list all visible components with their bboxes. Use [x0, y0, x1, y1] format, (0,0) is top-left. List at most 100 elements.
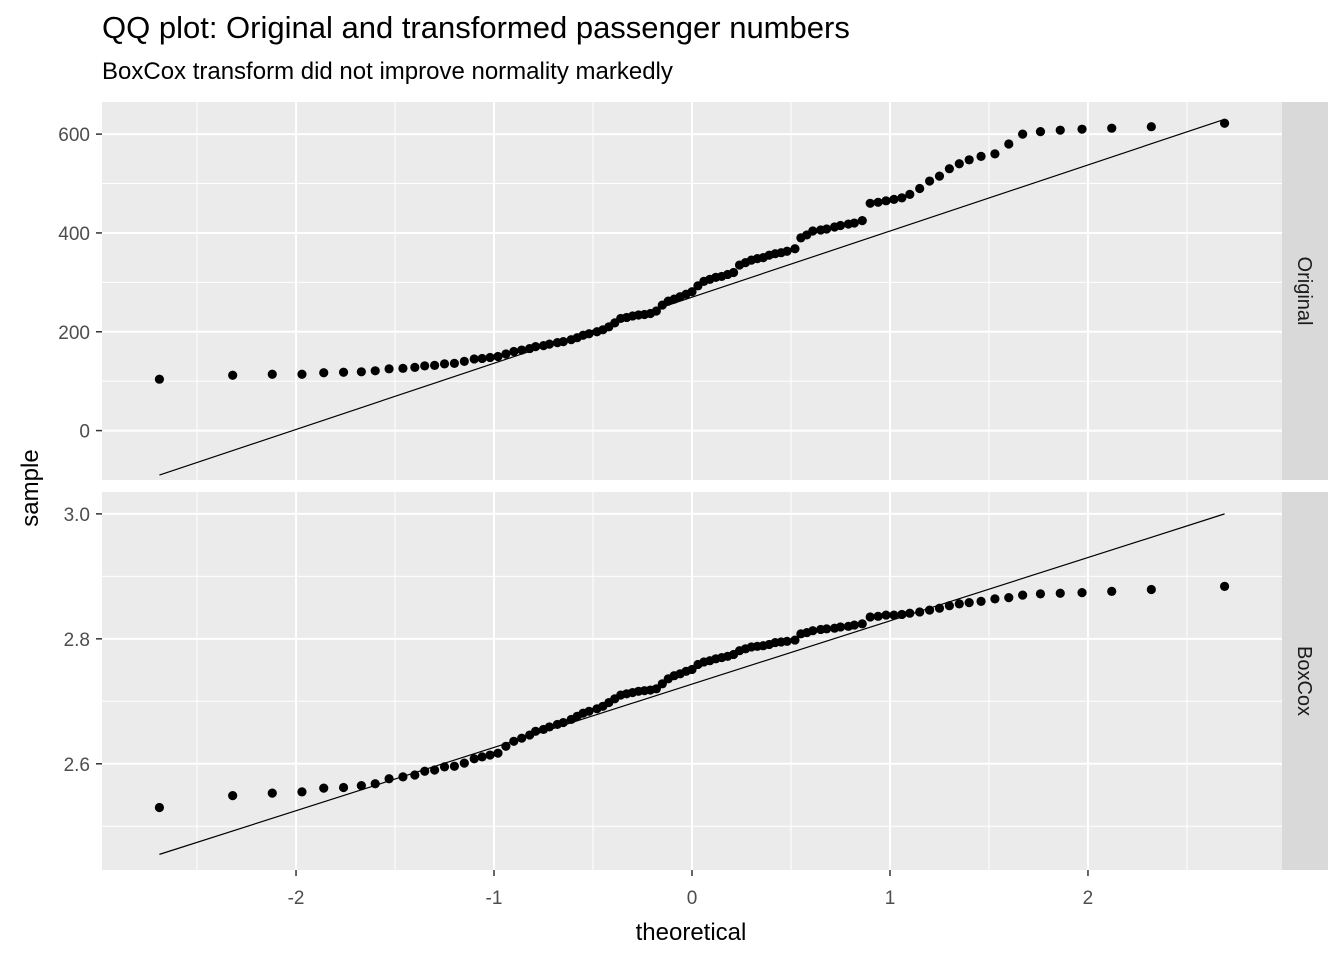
x-tick-label: 1: [885, 888, 896, 909]
data-point: [954, 599, 964, 609]
data-point: [687, 287, 697, 297]
data-point: [849, 218, 859, 228]
facet-strip: [1282, 102, 1328, 480]
data-point: [558, 717, 568, 728]
data-point: [865, 612, 875, 622]
data-point: [439, 762, 450, 772]
data-point: [1035, 589, 1046, 599]
data-point: [338, 782, 349, 793]
data-point: [384, 364, 394, 374]
data-point: [897, 193, 907, 203]
data-point: [485, 750, 495, 760]
facet-strip-label: Original: [1293, 257, 1315, 326]
data-point: [501, 741, 511, 751]
data-point: [1219, 581, 1230, 591]
data-point: [1004, 592, 1014, 603]
data-point: [782, 246, 792, 256]
data-point: [924, 176, 935, 186]
data-point: [509, 736, 519, 746]
data-point: [905, 189, 915, 199]
data-point: [835, 622, 846, 632]
data-point: [1055, 588, 1065, 598]
y-tick-label: 2.8: [64, 630, 90, 651]
data-point: [822, 224, 832, 234]
data-point: [1035, 127, 1046, 137]
data-point: [154, 802, 165, 813]
data-point: [469, 354, 479, 364]
data-point: [477, 353, 487, 364]
data-point: [1077, 587, 1087, 598]
data-point: [889, 194, 899, 204]
data-point: [905, 608, 915, 618]
data-point: [319, 368, 329, 378]
data-point: [889, 610, 899, 620]
data-point: [1146, 584, 1156, 595]
data-point: [944, 601, 954, 611]
data-point: [459, 356, 469, 367]
x-axis-label: theoretical: [636, 919, 747, 946]
x-tick-label: 0: [687, 888, 698, 909]
data-point: [154, 374, 165, 384]
data-point: [398, 363, 408, 373]
data-point: [881, 610, 891, 620]
x-tick-label: -1: [486, 888, 503, 909]
data-point: [267, 369, 277, 379]
data-point: [544, 339, 555, 349]
data-point: [267, 788, 277, 798]
data-point: [459, 758, 469, 768]
data-point: [356, 367, 366, 377]
y-axis-label: sample: [17, 449, 44, 526]
data-point: [790, 635, 800, 645]
data-point: [370, 366, 380, 376]
data-point: [990, 594, 1000, 604]
data-point: [808, 626, 818, 636]
data-point: [990, 149, 1000, 159]
x-tick-label: 2: [1083, 888, 1094, 909]
facet-strip: [1282, 492, 1328, 870]
data-point: [835, 220, 846, 231]
data-point: [501, 349, 511, 359]
data-point: [228, 791, 238, 801]
y-tick-label: 0: [79, 422, 90, 443]
data-point: [924, 605, 935, 615]
data-point: [1219, 118, 1230, 128]
data-point: [1107, 586, 1117, 596]
y-tick-label: 200: [58, 323, 90, 344]
data-point: [849, 620, 859, 630]
data-point: [865, 198, 875, 208]
data-point: [944, 164, 954, 174]
data-point: [517, 345, 527, 355]
data-point: [449, 358, 460, 368]
data-point: [976, 596, 986, 606]
data-point: [873, 611, 883, 621]
data-point: [420, 361, 430, 371]
data-point: [881, 196, 891, 206]
data-point: [1077, 124, 1087, 134]
data-point: [857, 619, 867, 629]
data-point: [976, 151, 986, 161]
data-point: [530, 726, 541, 736]
data-point: [651, 306, 661, 316]
data-point: [544, 722, 555, 732]
data-point: [728, 267, 739, 278]
data-point: [509, 346, 519, 357]
data-point: [493, 351, 503, 362]
data-point: [934, 171, 945, 181]
data-point: [338, 367, 349, 377]
data-point: [410, 770, 420, 780]
data-point: [297, 369, 307, 379]
data-point: [584, 706, 594, 716]
data-point: [822, 624, 832, 634]
data-point: [915, 607, 925, 617]
data-point: [1018, 590, 1028, 600]
data-point: [356, 781, 366, 791]
data-point: [873, 197, 883, 207]
data-point: [297, 787, 307, 797]
chart-subtitle: BoxCox transform did not improve normali…: [102, 58, 673, 85]
data-point: [782, 636, 792, 646]
data-point: [398, 772, 408, 782]
data-point: [584, 329, 594, 339]
data-point: [370, 779, 380, 789]
y-tick-label: 2.6: [64, 755, 90, 776]
